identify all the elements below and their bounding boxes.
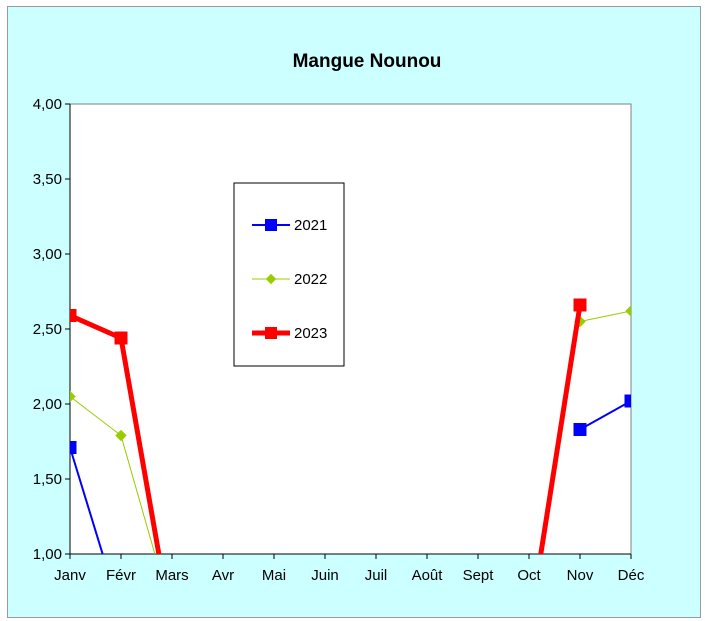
series-line-2022 bbox=[579, 310, 631, 322]
data-point-2021 bbox=[624, 394, 631, 408]
x-tick-label: Mars bbox=[155, 567, 188, 584]
data-point-2021 bbox=[70, 441, 77, 454]
axes: 1,00 1,50 2,00 2,50 3,00 3,50 4,00 Janv Févr Mars… bbox=[33, 96, 645, 584]
y-tick-label: 4,00 bbox=[33, 96, 62, 113]
data-point-2023 bbox=[114, 331, 128, 345]
x-tick-label: Sept bbox=[463, 567, 495, 584]
legend: 2021 2022 2023 bbox=[233, 182, 345, 367]
data-point-2023 bbox=[573, 298, 587, 312]
y-tick-label: 1,50 bbox=[33, 471, 62, 488]
legend-swatch-marker bbox=[265, 327, 277, 339]
series-2022 bbox=[70, 305, 631, 554]
x-tick-label: Déc bbox=[618, 567, 645, 584]
x-tick-label: Juil bbox=[365, 567, 388, 584]
series-layer bbox=[70, 298, 631, 554]
x-tick-label: Févr bbox=[106, 567, 136, 584]
x-tick-label: Juin bbox=[311, 567, 339, 584]
series-2021 bbox=[70, 394, 631, 554]
series-2023 bbox=[70, 298, 587, 554]
data-point-2021 bbox=[573, 423, 587, 436]
y-tick-label: 3,50 bbox=[33, 171, 62, 188]
data-point-2022 bbox=[70, 390, 76, 403]
legend-swatch-marker bbox=[265, 273, 277, 285]
data-point-2022 bbox=[625, 305, 631, 317]
x-tick-label: Nov bbox=[567, 567, 594, 584]
y-tick-label: 2,00 bbox=[33, 396, 62, 413]
data-point-2023 bbox=[70, 309, 77, 322]
legend-label: 2022 bbox=[294, 271, 327, 288]
y-tick-label: 3,00 bbox=[33, 246, 62, 263]
y-tick-label: 1,00 bbox=[33, 546, 62, 563]
legend-label: 2021 bbox=[294, 217, 327, 234]
series-line-2021 bbox=[579, 400, 631, 431]
x-tick-label: Oct bbox=[517, 567, 541, 584]
x-tick-label: Août bbox=[412, 567, 444, 584]
series-line-2021 bbox=[70, 447, 104, 554]
y-tick-label: 2,50 bbox=[33, 321, 62, 338]
x-tick-label: Avr bbox=[212, 567, 234, 584]
series-line-2023 bbox=[538, 304, 583, 554]
legend-label: 2023 bbox=[294, 325, 327, 342]
legend-box bbox=[233, 182, 345, 367]
data-point-2022 bbox=[115, 429, 127, 442]
chart-title: Mangue Nounou bbox=[293, 51, 442, 72]
x-tick-label: Mai bbox=[262, 567, 286, 584]
x-tick-label: Janv bbox=[54, 567, 86, 584]
plot-area bbox=[69, 103, 632, 555]
legend-swatch-marker bbox=[265, 219, 277, 231]
